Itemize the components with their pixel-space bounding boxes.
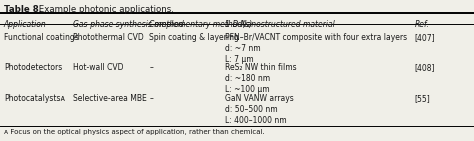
Text: Photothermal CVD: Photothermal CVD <box>73 33 144 42</box>
Text: Selective-area MBE: Selective-area MBE <box>73 94 147 103</box>
Text: [408]: [408] <box>415 63 435 72</box>
Text: d: ~7 nm: d: ~7 nm <box>225 44 261 53</box>
Text: L: 400–1000 nm: L: 400–1000 nm <box>225 116 287 125</box>
Text: Functional coatings: Functional coatings <box>4 33 79 42</box>
Text: [55]: [55] <box>415 94 430 103</box>
Text: Photodetectors: Photodetectors <box>4 63 62 72</box>
Text: ReS₂ NW thin films: ReS₂ NW thin films <box>225 63 297 72</box>
Text: d: ~180 nm: d: ~180 nm <box>225 74 270 83</box>
Text: Complementary method(s): Complementary method(s) <box>149 20 253 29</box>
Text: Gas-phase synthesis method: Gas-phase synthesis method <box>73 20 184 29</box>
Text: L: ~100 μm: L: ~100 μm <box>225 85 270 94</box>
Text: L: 7 μm: L: 7 μm <box>225 55 254 64</box>
Text: [407]: [407] <box>415 33 436 42</box>
Text: –: – <box>149 94 153 103</box>
Text: Photocatalystsᴀ: Photocatalystsᴀ <box>4 94 65 103</box>
Text: Table 8.: Table 8. <box>4 5 42 14</box>
Text: Hot-wall CVD: Hot-wall CVD <box>73 63 124 72</box>
Text: Ref.: Ref. <box>415 20 429 29</box>
Text: 1-D Nanostructured material: 1-D Nanostructured material <box>225 20 335 29</box>
Text: Example photonic applications.: Example photonic applications. <box>36 5 174 14</box>
Text: ᴀ Focus on the optical physics aspect of application, rather than chemical.: ᴀ Focus on the optical physics aspect of… <box>4 129 264 135</box>
Text: d: 50–500 nm: d: 50–500 nm <box>225 105 278 114</box>
Text: PFN–Br/VACNT composite with four extra layers: PFN–Br/VACNT composite with four extra l… <box>225 33 407 42</box>
Text: GaN VANW arrays: GaN VANW arrays <box>225 94 294 103</box>
Text: Application: Application <box>4 20 46 29</box>
Text: Spin coating & layering: Spin coating & layering <box>149 33 239 42</box>
Text: –: – <box>149 63 153 72</box>
